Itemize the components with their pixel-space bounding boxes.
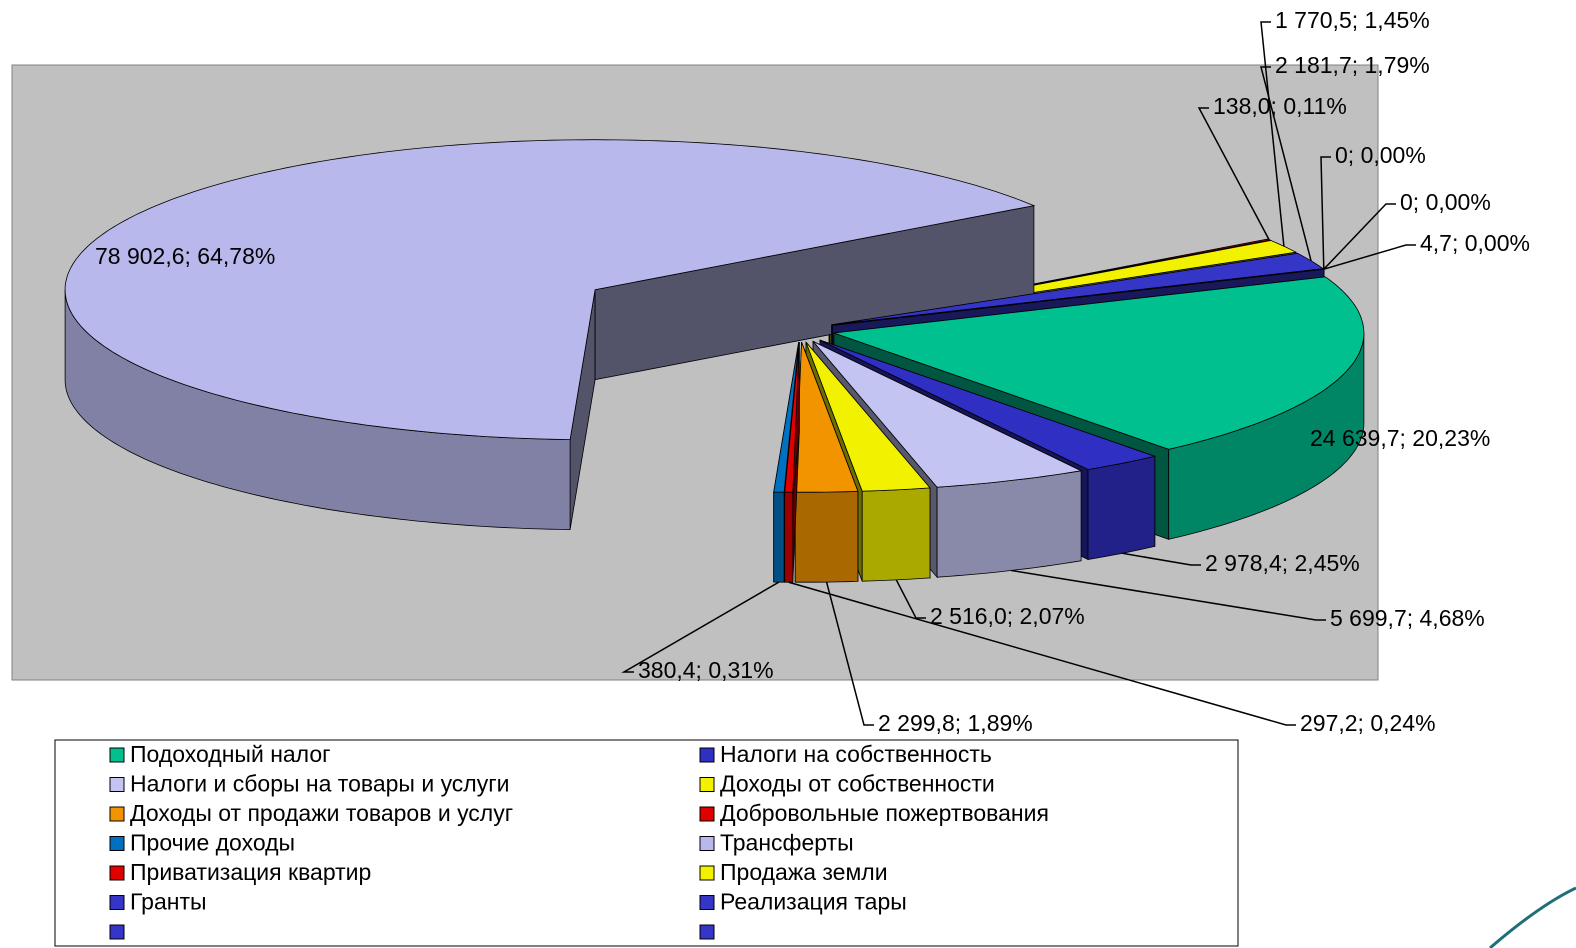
legend-swatch	[699, 806, 715, 822]
data-label: 0; 0,00%	[1400, 189, 1491, 215]
legend-label: Доходы от собственности	[720, 771, 995, 797]
legend-swatch	[109, 747, 125, 763]
data-label: 2 978,4; 2,45%	[1205, 550, 1360, 576]
data-label: 2 299,8; 1,89%	[878, 710, 1033, 736]
leader-line	[1323, 244, 1416, 270]
legend-swatch	[109, 836, 125, 851]
data-label: 297,2; 0,24%	[1300, 710, 1436, 736]
pie	[64, 139, 1365, 583]
legend-swatch	[109, 924, 125, 940]
legend-swatch	[699, 895, 715, 910]
legend-swatch	[699, 777, 715, 792]
legend-swatch	[109, 806, 125, 822]
legend-label: Трансферты	[720, 830, 854, 856]
decor-curve	[1489, 886, 1576, 948]
data-label: 2 181,7; 1,79%	[1275, 52, 1430, 78]
legend-swatch	[109, 777, 125, 792]
leader-line	[788, 581, 1296, 726]
slice	[794, 342, 859, 493]
slice	[784, 342, 800, 493]
legend-swatch	[699, 836, 715, 851]
data-label: 138,0; 0,11%	[1213, 93, 1347, 119]
legend-label: Доходы от продажи товаров и услуг	[130, 800, 513, 826]
slice-side	[1087, 455, 1156, 560]
slice	[833, 276, 1365, 450]
legend-swatch	[109, 865, 125, 881]
data-label: 0; 0,00%	[1335, 142, 1426, 168]
data-label: 24 639,7; 20,23%	[1310, 425, 1490, 451]
slice	[805, 341, 931, 492]
data-label: 2 516,0; 2,07%	[930, 603, 1085, 629]
data-label: 78 902,6; 64,78%	[95, 243, 275, 269]
data-labels: 24 639,7; 20,23% 2 978,4; 2,45% 5 699,7; 4…	[95, 7, 1530, 736]
legend-swatch	[699, 865, 715, 881]
legend-label: Подоходный налог	[130, 741, 331, 767]
legend-label: Гранты	[130, 889, 207, 915]
legend-label: Реализация тары	[720, 889, 907, 915]
leader-line	[1011, 569, 1326, 621]
legend-label: Приватизация квартир	[130, 859, 371, 885]
slice-side	[936, 470, 1082, 578]
slice-side	[794, 490, 859, 583]
leader-line	[1260, 66, 1312, 262]
legend-label: Продажа земли	[720, 859, 888, 885]
leader-line	[1122, 552, 1201, 566]
slice	[64, 139, 1036, 441]
legend-label: Прочие доходы	[130, 830, 295, 856]
slice	[812, 341, 1083, 488]
leader-line	[621, 581, 780, 673]
leader-line	[1320, 156, 1331, 270]
data-label: 5 699,7; 4,68%	[1330, 605, 1485, 631]
leader-line	[1197, 107, 1270, 240]
legend-swatch	[699, 747, 715, 763]
slice-side	[784, 491, 794, 583]
legend-label: Налоги на собственность	[720, 741, 992, 767]
leader-line	[1260, 21, 1285, 247]
leader-line	[1323, 203, 1396, 270]
legend-swatch	[109, 895, 125, 910]
data-label: 1 770,5; 1,45%	[1275, 7, 1430, 33]
data-label: 4,7; 0,00%	[1420, 230, 1530, 256]
slice	[773, 342, 800, 493]
slice-side	[773, 491, 785, 583]
slice-side	[861, 487, 931, 582]
legend-label: Налоги и сборы на товары и услуги	[130, 771, 509, 797]
legend-box	[54, 739, 1239, 947]
legend: Подоходный налог Налоги на собственность Н…	[109, 741, 1049, 940]
legend-label: Добровольные пожертвования	[720, 800, 1049, 826]
legend-swatch	[699, 924, 715, 940]
data-label: 380,4; 0,31%	[638, 657, 774, 683]
slice	[819, 339, 1157, 470]
leader-line	[825, 581, 874, 726]
